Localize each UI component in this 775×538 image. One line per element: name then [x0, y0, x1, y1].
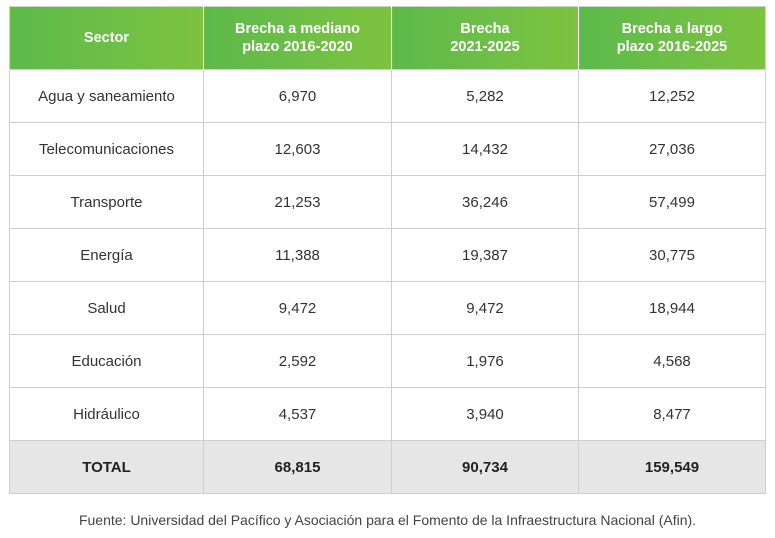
gap-2021-2025-cell: 3,940 [391, 387, 579, 441]
long-term-cell: 27,036 [578, 122, 766, 176]
medium-term-cell: 11,388 [203, 228, 392, 282]
sector-cell: Hidráulico [9, 387, 204, 441]
table-row: Educación 2,592 1,976 4,568 [9, 334, 766, 388]
table-row: Hidráulico 4,537 3,940 8,477 [9, 387, 766, 441]
header-sector-label: Sector [83, 30, 130, 46]
table-row: Energía 11,388 19,387 30,775 [9, 228, 766, 282]
header-long-term-line1: Brecha a largo [621, 21, 723, 37]
long-term-cell: 4,568 [578, 334, 766, 388]
sector-cell: Salud [9, 281, 204, 335]
sector-cell: Telecomunicaciones [9, 122, 204, 176]
header-gap-2021-2025: Brecha 2021-2025 [391, 6, 579, 70]
source-note: Fuente: Universidad del Pacífico y Asoci… [78, 512, 697, 528]
header-medium-term-line1: Brecha a mediano [235, 21, 360, 37]
header-gap-line1: Brecha [460, 21, 510, 37]
long-term-cell: 12,252 [578, 69, 766, 123]
total-label-cell: TOTAL [9, 440, 204, 494]
header-long-term-gap: Brecha a largo plazo 2016-2025 [578, 6, 766, 70]
gap-2021-2025-cell: 19,387 [391, 228, 579, 282]
long-term-cell: 30,775 [578, 228, 766, 282]
medium-term-cell: 2,592 [203, 334, 392, 388]
sector-cell: Agua y saneamiento [9, 69, 204, 123]
total-medium-term-cell: 68,815 [203, 440, 392, 494]
table-row: Telecomunicaciones 12,603 14,432 27,036 [9, 122, 766, 176]
medium-term-cell: 4,537 [203, 387, 392, 441]
gap-2021-2025-cell: 9,472 [391, 281, 579, 335]
gap-2021-2025-cell: 14,432 [391, 122, 579, 176]
sector-cell: Transporte [9, 175, 204, 229]
gap-2021-2025-cell: 36,246 [391, 175, 579, 229]
table-row: Transporte 21,253 36,246 57,499 [9, 175, 766, 229]
medium-term-cell: 6,970 [203, 69, 392, 123]
header-long-term-line2: plazo 2016-2025 [616, 39, 728, 55]
medium-term-cell: 12,603 [203, 122, 392, 176]
medium-term-cell: 9,472 [203, 281, 392, 335]
gap-2021-2025-cell: 1,976 [391, 334, 579, 388]
table-row: Salud 9,472 9,472 18,944 [9, 281, 766, 335]
gap-2021-2025-cell: 5,282 [391, 69, 579, 123]
header-gap-line2: 2021-2025 [450, 39, 520, 55]
header-medium-term-line2: plazo 2016-2020 [242, 39, 353, 55]
medium-term-cell: 21,253 [203, 175, 392, 229]
infrastructure-gap-table-container: Sector Brecha a mediano plazo 2016-2020 … [9, 6, 766, 494]
long-term-cell: 8,477 [578, 387, 766, 441]
long-term-cell: 18,944 [578, 281, 766, 335]
long-term-cell: 57,499 [578, 175, 766, 229]
total-row: TOTAL 68,815 90,734 159,549 [9, 440, 766, 494]
header-sector: Sector [9, 6, 204, 70]
sector-cell: Energía [9, 228, 204, 282]
table-row: Agua y saneamiento 6,970 5,282 12,252 [9, 69, 766, 123]
total-gap-2021-2025-cell: 90,734 [391, 440, 579, 494]
table-header-row: Sector Brecha a mediano plazo 2016-2020 … [9, 6, 766, 70]
infrastructure-gap-table: Sector Brecha a mediano plazo 2016-2020 … [9, 6, 766, 494]
total-long-term-cell: 159,549 [578, 440, 766, 494]
header-medium-term-gap: Brecha a mediano plazo 2016-2020 [203, 6, 392, 70]
sector-cell: Educación [9, 334, 204, 388]
